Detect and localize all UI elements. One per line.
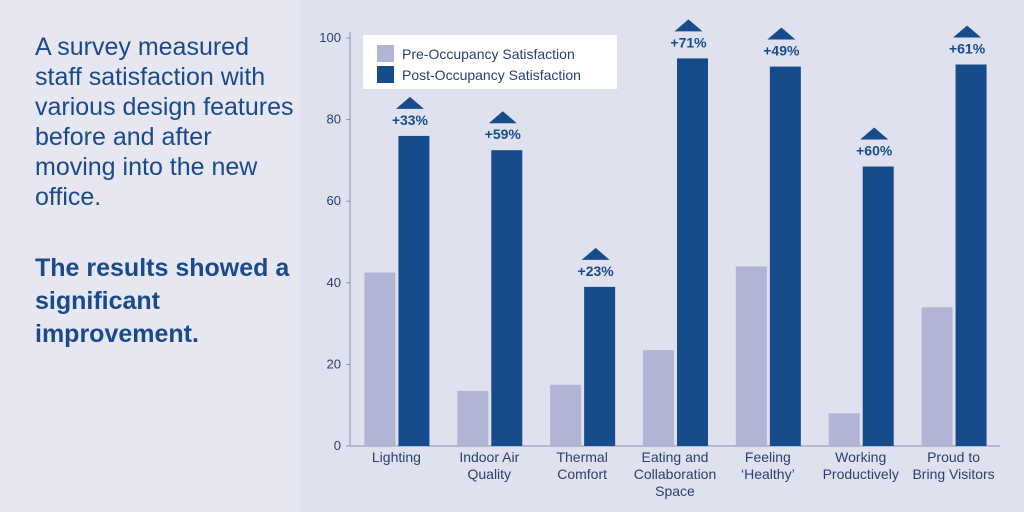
bar-pre-occupancy [735,266,767,446]
intro-text: A survey measured staff satisfaction wit… [35,33,294,211]
legend-swatch-post [377,66,394,83]
x-category-label: Lighting [372,449,421,465]
bar-pre-occupancy [828,413,860,446]
increase-arrow-icon [581,247,610,260]
increase-arrow-icon [953,25,982,38]
bar-post-occupancy [677,58,708,447]
bar-pre-occupancy [921,307,953,446]
intro-panel: A survey measured staff satisfaction wit… [0,0,300,512]
x-category-label: Feeling ‘Healthy’ [741,449,795,482]
bar-pre-occupancy [643,350,674,446]
increase-label: +59% [485,126,522,142]
y-tick-label: 20 [327,356,341,371]
legend-swatch-pre [377,45,394,62]
bar-post-occupancy [398,135,430,447]
increase-arrow-icon [860,127,889,140]
x-category-label: Proud to Bring Visitors [912,449,994,482]
legend-label-pre: Pre-Occupancy Satisfaction [402,45,575,62]
y-tick-label: 60 [327,193,341,208]
bar-pre-occupancy [457,390,489,446]
increase-label: +49% [763,43,800,59]
legend-label-post: Post-Occupancy Satisfaction [402,66,581,83]
increase-label: +61% [949,41,986,57]
conclusion-text: The results showed a significant improve… [35,254,290,348]
y-tick-label: 0 [334,438,341,453]
bar-post-occupancy [769,66,801,446]
x-category-label: Indoor Air Quality [459,449,519,482]
increase-arrow-icon [488,111,517,124]
bar-post-occupancy [491,150,523,446]
legend-item-pre: Pre-Occupancy Satisfaction [377,45,575,62]
bar-pre-occupancy [550,384,582,446]
increase-label: +60% [856,143,893,159]
chart-legend: Pre-Occupancy Satisfaction Post-Occupanc… [363,35,617,89]
x-category-label: Eating and Collaboration Space [634,449,717,499]
y-tick-label: 100 [319,30,341,45]
increase-label: +71% [670,34,707,50]
bar-post-occupancy [584,286,616,446]
bar-post-occupancy [862,166,894,446]
legend-item-post: Post-Occupancy Satisfaction [377,66,581,83]
increase-label: +33% [392,112,429,128]
y-tick-label: 80 [327,112,341,127]
increase-arrow-icon [767,27,796,40]
increase-arrow-icon [674,19,703,32]
bar-pre-occupancy [364,272,396,446]
x-category-label: Working Productively [823,449,899,482]
x-category-label: Thermal Comfort [556,449,607,482]
increase-arrow-icon [395,96,424,109]
y-tick-label: 40 [327,275,341,290]
increase-label: +23% [578,263,615,279]
bar-post-occupancy [955,64,987,447]
